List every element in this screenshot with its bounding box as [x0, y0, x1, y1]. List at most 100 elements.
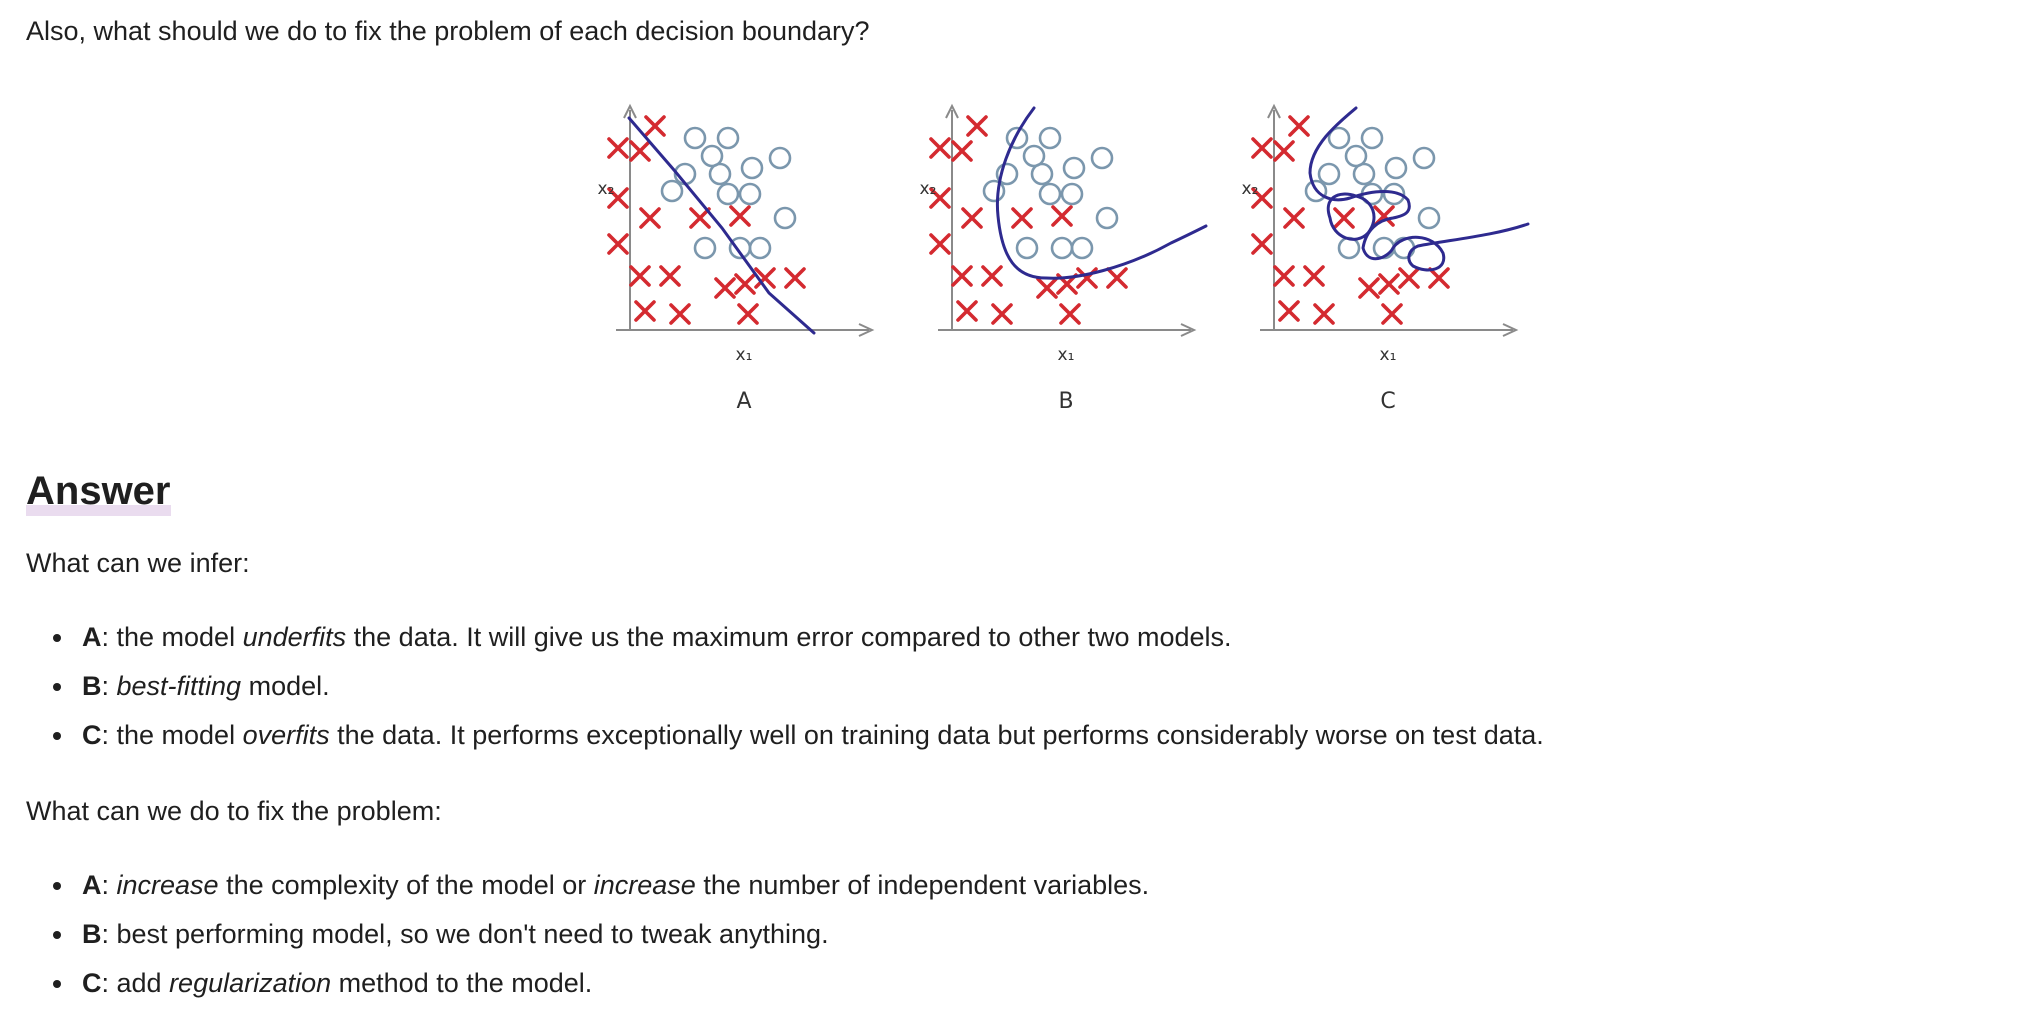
class-circle-marker [1090, 146, 1114, 170]
class-cross-marker [951, 140, 973, 162]
class-cross-marker [956, 300, 978, 322]
x-axis-label: x₁ [736, 345, 753, 365]
question-text: Also, what should we do to fix the probl… [26, 16, 870, 46]
fix-item-b: B: best performing model, so we don't ne… [26, 915, 1149, 964]
class-cross-marker [961, 207, 983, 229]
item-letter: A [82, 622, 102, 652]
x-axis-label: x₁ [1058, 345, 1075, 365]
panel-label: C [1380, 389, 1395, 414]
panel-a: x₁ x₂ A [598, 103, 875, 414]
item-emphasis: regularization [169, 968, 332, 998]
class-cross-marker [951, 265, 973, 287]
y-axis-label: x₂ [920, 179, 937, 199]
x-axis-label: x₁ [1380, 345, 1397, 365]
class-circle-marker [1412, 146, 1436, 170]
item-letter: C [82, 968, 102, 998]
class-circle-marker [1005, 126, 1029, 150]
class-circle-marker [1022, 144, 1046, 168]
class-cross-marker [929, 187, 951, 209]
class-cross-marker [1251, 187, 1273, 209]
class-circle-marker [1015, 236, 1039, 260]
class-cross-marker [607, 137, 629, 159]
y-axis-label: x₂ [598, 179, 615, 199]
y-axis-arrow [623, 103, 637, 119]
class-cross-marker [607, 233, 629, 255]
decision-boundary-plots: x₁ x₂ Ax₁ x₂ Bx₁ x₂ C [598, 103, 1530, 414]
item-emphasis: overfits [242, 720, 330, 750]
item-emphasis: underfits [242, 622, 347, 652]
class-circle-marker [1382, 182, 1406, 206]
panel-label: A [736, 389, 751, 414]
y-axis-arrow [945, 103, 959, 119]
class-cross-marker [1011, 207, 1033, 229]
class-cross-marker [659, 265, 681, 287]
infer-item-c: C: the model overfits the data. It perfo… [26, 716, 1544, 765]
class-cross-marker [1358, 277, 1380, 299]
x-axis-arrow [1502, 323, 1519, 337]
item-emphasis: increase [116, 870, 219, 900]
class-cross-marker [737, 303, 759, 325]
class-cross-marker [1303, 265, 1325, 287]
class-circle-marker [995, 162, 1019, 186]
item-text: : the model [101, 622, 243, 652]
class-cross-marker [1313, 303, 1335, 325]
class-cross-marker [1278, 300, 1300, 322]
class-cross-marker [714, 277, 736, 299]
panel-label: B [1058, 389, 1073, 414]
class-cross-marker [1381, 303, 1403, 325]
item-letter: A [82, 870, 102, 900]
class-cross-marker [634, 300, 656, 322]
fix-intro: What can we do to fix the problem: [26, 796, 442, 826]
class-cross-marker [784, 267, 806, 289]
class-cross-marker [1051, 205, 1073, 227]
class-cross-marker [734, 273, 756, 295]
item-text: model. [241, 671, 330, 701]
class-circle-marker [768, 146, 792, 170]
class-circle-marker [1317, 162, 1341, 186]
class-circle-marker [700, 144, 724, 168]
item-text: the data. It will give us the maximum er… [346, 622, 1232, 652]
class-cross-marker [607, 187, 629, 209]
class-cross-marker [1036, 277, 1058, 299]
class-circle-marker [1062, 156, 1086, 180]
item-text: method to the model. [331, 968, 593, 998]
class-circle-marker [1384, 156, 1408, 180]
class-cross-marker [644, 115, 666, 137]
class-circle-marker [683, 126, 707, 150]
class-cross-marker [1333, 207, 1355, 229]
class-cross-marker [629, 265, 651, 287]
item-text: : add [101, 968, 170, 998]
class-cross-marker [669, 303, 691, 325]
class-cross-marker [689, 207, 711, 229]
class-circle-marker [1337, 236, 1361, 260]
class-circle-marker [1060, 182, 1084, 206]
x-axis-arrow [858, 323, 875, 337]
item-text: : best performing model, so we don't nee… [101, 919, 829, 949]
class-circle-marker [1360, 126, 1384, 150]
class-cross-marker [1283, 207, 1305, 229]
class-circle-marker [1304, 179, 1328, 203]
class-circle-marker [1038, 182, 1062, 206]
class-circle-marker [1352, 162, 1376, 186]
class-circle-marker [1050, 236, 1074, 260]
class-circle-marker [773, 206, 797, 230]
class-circle-marker [1070, 236, 1094, 260]
class-cross-marker [929, 233, 951, 255]
class-circle-marker [1030, 162, 1054, 186]
class-cross-marker [1059, 303, 1081, 325]
class-circle-marker [982, 179, 1006, 203]
class-circle-marker [660, 179, 684, 203]
fix-item-a: A: increase the complexity of the model … [26, 866, 1149, 915]
class-cross-marker [1273, 265, 1295, 287]
class-cross-marker [1398, 267, 1420, 289]
infer-item-b: B: best-fitting model. [26, 667, 1544, 716]
class-circle-marker [1344, 144, 1368, 168]
decision-boundary-line [995, 106, 1208, 280]
fix-list: A: increase the complexity of the model … [26, 866, 1149, 1013]
class-circle-marker [693, 236, 717, 260]
class-cross-marker [1251, 233, 1273, 255]
class-cross-marker [729, 205, 751, 227]
y-axis-arrow [1267, 103, 1281, 119]
class-circle-marker [708, 162, 732, 186]
